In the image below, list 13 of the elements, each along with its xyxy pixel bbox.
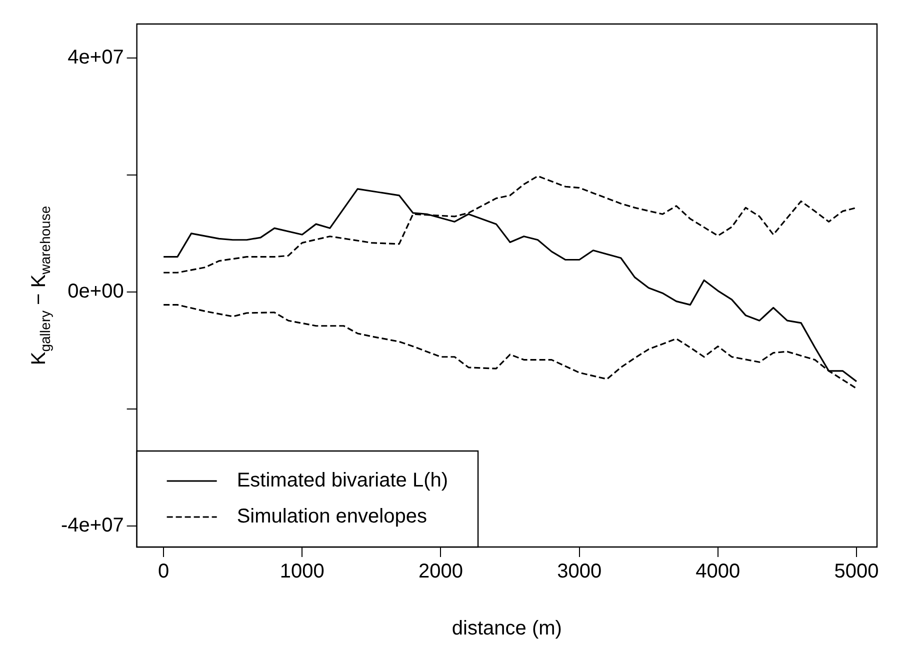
y-axis-title: Kgallery − Kwarehouse bbox=[28, 206, 53, 366]
x-tick-label: 2000 bbox=[418, 560, 463, 583]
legend-label: Estimated bivariate L(h) bbox=[236, 470, 448, 492]
y-tick-label: 4e+07 bbox=[68, 46, 124, 68]
legend-label: Simulation envelopes bbox=[236, 506, 427, 528]
x-tick-label: 1000 bbox=[280, 560, 324, 583]
y-tick-label: 0e+00 bbox=[68, 280, 124, 302]
x-tick-label: 0 bbox=[158, 560, 170, 583]
x-tick-label: 3000 bbox=[557, 560, 602, 583]
x-tick-label: 5000 bbox=[834, 560, 879, 583]
x-tick-label: 4000 bbox=[696, 560, 740, 583]
x-axis-title: distance (m) bbox=[452, 618, 562, 640]
y-tick-label: -4e+07 bbox=[60, 514, 124, 536]
